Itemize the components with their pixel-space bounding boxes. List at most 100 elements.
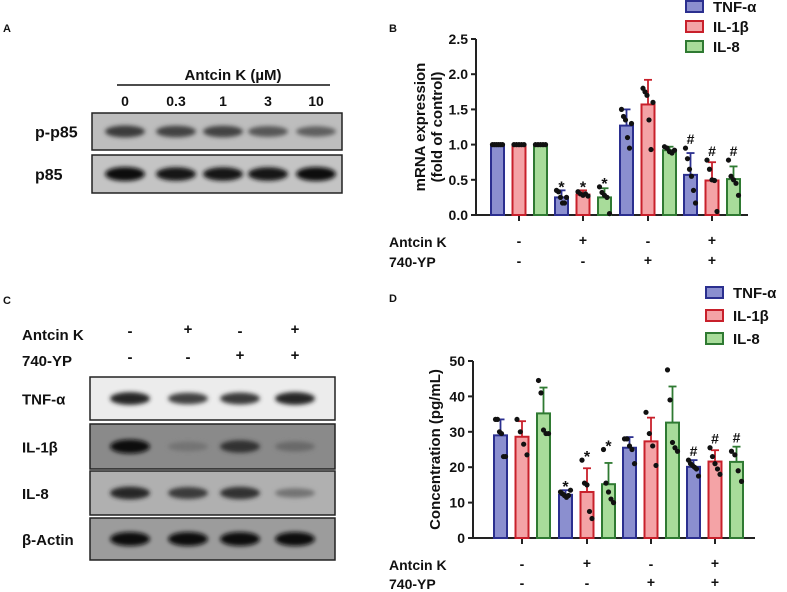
condition-label: Antcin K: [389, 557, 447, 573]
bar-TNF-α: [683, 173, 698, 216]
data-point: [693, 466, 700, 472]
data-point: [603, 480, 609, 486]
legend-swatch: [685, 40, 704, 53]
condition-sign: +: [184, 321, 193, 338]
band: [275, 532, 315, 546]
panel-a: A Antcin K (µM) 0 0.3 1 3 10 p-p85 p85: [3, 23, 343, 194]
blot-label: IL-1β: [22, 440, 58, 457]
data-point: [555, 189, 562, 195]
data-point: [735, 468, 741, 474]
data-point: [688, 173, 695, 179]
data-point: [643, 409, 649, 415]
band: [110, 532, 150, 546]
bar-TNF-α: [558, 493, 573, 540]
band: [110, 486, 150, 500]
data-point: [561, 200, 568, 206]
data-point: [618, 106, 625, 112]
bar-IL-8: [662, 149, 677, 216]
condition-sign: -: [649, 556, 654, 572]
legend-swatch: [685, 20, 704, 33]
condition-label: 740-YP: [389, 254, 436, 270]
condition-sign: -: [128, 323, 133, 340]
data-point: [586, 508, 593, 515]
data-point: [690, 187, 697, 193]
data-point: [704, 157, 710, 163]
significance-marker: #: [708, 143, 716, 159]
data-point: [502, 453, 509, 460]
condition-sign: +: [708, 232, 716, 248]
band: [275, 392, 315, 405]
data-point: [579, 457, 585, 463]
data-point: [692, 200, 699, 206]
data-point: [535, 377, 542, 384]
legend-swatch: [705, 286, 724, 299]
data-point: [565, 492, 572, 499]
data-point: [499, 142, 506, 148]
band: [275, 488, 315, 498]
band: [168, 487, 208, 499]
data-point: [650, 443, 656, 449]
data-point: [604, 194, 610, 200]
y-tick-label: 10: [449, 495, 465, 511]
y-tick-label: 20: [449, 459, 465, 475]
condition-sign: +: [711, 555, 719, 571]
y-tick-label: 2.0: [449, 66, 469, 82]
band: [168, 532, 208, 546]
y-axis-label-line: (fold of control): [429, 72, 446, 183]
condition-sign: +: [291, 321, 300, 338]
y-axis-label: Concentration (pg/mL): [427, 369, 444, 530]
y-tick-label: 30: [449, 424, 465, 440]
legend-label: IL-1β: [713, 19, 749, 36]
data-point: [585, 193, 591, 199]
data-point: [709, 453, 716, 460]
band: [203, 125, 243, 138]
data-point: [711, 177, 718, 184]
data-point: [622, 117, 629, 123]
y-tick-label: 1.0: [449, 137, 469, 153]
legend-label: IL-1β: [733, 308, 769, 325]
significance-marker: #: [711, 431, 719, 447]
blot-label: IL-8: [22, 486, 49, 503]
y-tick-label: 40: [449, 388, 465, 404]
condition-label: 740-YP: [389, 576, 436, 592]
condition-sign: +: [644, 252, 652, 268]
data-point: [669, 439, 676, 446]
data-point: [542, 142, 549, 148]
y-tick-label: 0: [457, 530, 465, 546]
legend-swatch: [685, 0, 704, 13]
band: [110, 439, 150, 454]
data-point: [626, 145, 633, 151]
bar-IL-1β: [643, 440, 659, 539]
significance-marker: *: [605, 439, 612, 456]
data-point: [644, 92, 650, 98]
data-point: [538, 390, 544, 396]
data-point: [653, 462, 659, 469]
band: [248, 167, 288, 181]
bar-TNF-α: [490, 143, 505, 217]
data-point: [646, 117, 652, 123]
condition-sign: +: [708, 252, 716, 268]
data-point: [584, 482, 590, 488]
data-point: [498, 430, 505, 437]
data-point: [600, 446, 607, 453]
blot-label: p-p85: [35, 125, 78, 142]
data-point: [674, 448, 681, 454]
y-axis-label-line: mRNA expression: [412, 63, 429, 192]
band: [168, 392, 208, 405]
bar-TNF-α: [554, 196, 569, 216]
data-point: [717, 471, 723, 477]
data-point: [631, 461, 638, 467]
data-point: [628, 120, 635, 127]
condition-sign: +: [711, 574, 719, 590]
band: [105, 167, 145, 181]
band: [296, 126, 336, 137]
data-point: [667, 397, 673, 403]
data-point: [714, 208, 720, 215]
data-point: [514, 416, 520, 423]
data-point: [682, 145, 689, 151]
data-point: [610, 500, 617, 506]
legend-label: IL-8: [733, 331, 760, 348]
band: [110, 392, 150, 405]
data-point: [725, 157, 732, 163]
panel-label: B: [389, 23, 397, 35]
